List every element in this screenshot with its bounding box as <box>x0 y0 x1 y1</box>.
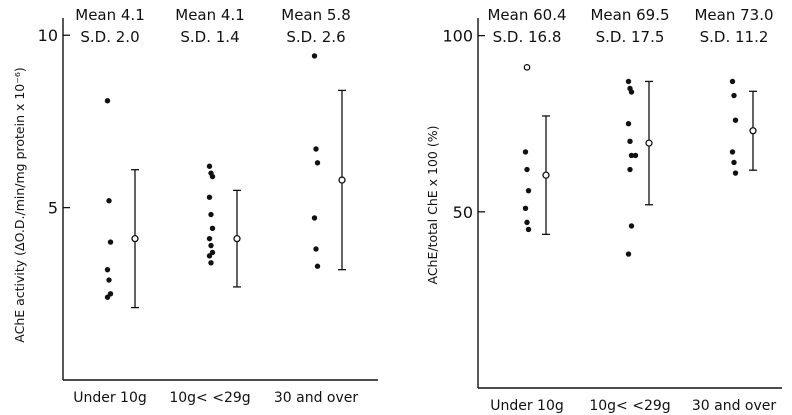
sd-annotation: S.D. 17.5 <box>596 28 665 46</box>
mean-marker <box>542 171 550 179</box>
mean-marker <box>749 127 757 135</box>
sd-annotation: S.D. 16.8 <box>493 28 562 46</box>
mean-annotation: Mean 5.8 <box>281 6 351 24</box>
data-point <box>628 223 635 229</box>
y-tick-label: 5 <box>48 199 58 218</box>
data-point <box>522 149 529 155</box>
mean-annotation: Mean 4.1 <box>175 6 245 24</box>
data-point <box>311 53 318 59</box>
y-axis-label: AChE activity (ΔO.D./min/mg protein x 10… <box>12 67 27 342</box>
data-point <box>632 152 639 159</box>
data-point <box>311 215 318 221</box>
data-point <box>107 239 114 245</box>
data-point <box>104 294 111 300</box>
data-point <box>206 253 213 259</box>
mean-marker <box>645 139 653 147</box>
data-point <box>209 225 216 232</box>
data-point <box>209 173 216 180</box>
data-point <box>314 160 321 166</box>
x-category-label: 10g< <29g <box>589 398 670 414</box>
sd-annotation: S.D. 2.6 <box>286 28 345 46</box>
mean-annotation: Mean 4.1 <box>75 6 145 24</box>
data-point <box>208 211 214 218</box>
x-category-label: Under 10g <box>73 390 147 406</box>
data-point <box>104 98 111 104</box>
sd-annotation: S.D. 11.2 <box>700 28 769 46</box>
data-point <box>628 152 635 159</box>
y-tick-label: 50 <box>453 203 473 222</box>
x-category-label: Under 10g <box>490 398 564 414</box>
data-point <box>731 159 737 166</box>
data-point <box>628 89 635 95</box>
sd-annotation: S.D. 1.4 <box>180 28 239 46</box>
data-point <box>206 163 213 169</box>
data-point <box>313 146 319 152</box>
data-point <box>729 78 736 85</box>
mean-annotation: Mean 73.0 <box>694 6 773 24</box>
data-point <box>524 166 530 173</box>
data-point <box>627 138 633 145</box>
data-point <box>729 149 736 155</box>
data-point <box>106 277 112 283</box>
x-category-label: 30 and over <box>692 398 777 414</box>
mean-marker <box>131 234 139 243</box>
y-axis-label: AChE/total ChE x 100 (%) <box>425 125 440 284</box>
open-data-point <box>523 63 531 71</box>
data-point <box>731 92 737 99</box>
sd-annotation: S.D. 2.0 <box>80 28 139 46</box>
y-tick-label: 10 <box>38 26 58 45</box>
data-point <box>522 205 529 211</box>
y-tick-label: 100 <box>442 27 473 46</box>
data-point <box>206 194 213 200</box>
data-point <box>208 260 214 266</box>
data-point <box>732 170 739 176</box>
data-point <box>314 263 321 269</box>
data-point <box>625 121 632 127</box>
mean-marker <box>233 234 241 243</box>
data-point <box>732 117 739 123</box>
data-point <box>313 246 319 252</box>
x-category-label: 10g< <29g <box>169 390 250 406</box>
data-point <box>525 187 532 194</box>
data-point <box>625 78 632 85</box>
data-point <box>625 251 632 257</box>
data-point <box>206 235 213 242</box>
data-point <box>525 226 532 233</box>
data-point <box>104 266 111 273</box>
data-point <box>524 219 530 226</box>
mean-marker <box>338 176 346 184</box>
data-point <box>106 198 112 204</box>
mean-annotation: Mean 60.4 <box>487 6 566 24</box>
mean-annotation: Mean 69.5 <box>590 6 669 24</box>
data-point <box>627 166 633 173</box>
data-point <box>208 242 214 249</box>
x-category-label: 30 and over <box>274 390 359 406</box>
